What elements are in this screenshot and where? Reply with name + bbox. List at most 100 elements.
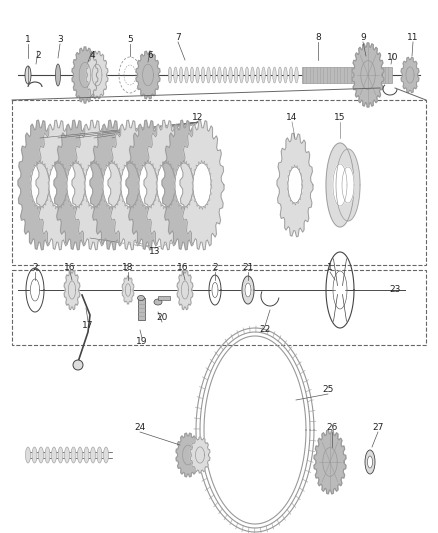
Polygon shape xyxy=(36,120,80,250)
Text: 17: 17 xyxy=(82,320,94,329)
Ellipse shape xyxy=(229,67,232,83)
Ellipse shape xyxy=(212,67,216,83)
Text: 26: 26 xyxy=(326,424,338,432)
Text: 18: 18 xyxy=(122,263,134,272)
Polygon shape xyxy=(49,163,67,207)
Text: 13: 13 xyxy=(149,247,161,256)
Ellipse shape xyxy=(97,447,102,463)
Text: 23: 23 xyxy=(389,286,401,295)
Polygon shape xyxy=(122,276,134,304)
Polygon shape xyxy=(326,143,354,227)
Polygon shape xyxy=(176,433,200,477)
Ellipse shape xyxy=(284,67,287,83)
Polygon shape xyxy=(108,120,152,250)
Ellipse shape xyxy=(218,67,221,83)
Polygon shape xyxy=(54,120,98,250)
Polygon shape xyxy=(162,120,206,250)
Ellipse shape xyxy=(185,67,188,83)
Ellipse shape xyxy=(223,67,227,83)
Text: 4: 4 xyxy=(89,51,95,60)
Text: 16: 16 xyxy=(177,263,189,272)
Polygon shape xyxy=(277,133,313,237)
Text: 24: 24 xyxy=(134,424,145,432)
Polygon shape xyxy=(242,276,254,304)
Polygon shape xyxy=(90,120,134,250)
Text: 10: 10 xyxy=(387,53,399,62)
Polygon shape xyxy=(342,167,354,203)
Text: 12: 12 xyxy=(192,114,204,123)
Ellipse shape xyxy=(251,67,254,83)
Ellipse shape xyxy=(240,67,243,83)
Polygon shape xyxy=(72,120,116,250)
Polygon shape xyxy=(212,282,218,297)
Ellipse shape xyxy=(138,295,145,301)
Ellipse shape xyxy=(58,447,63,463)
Text: 2: 2 xyxy=(35,51,41,60)
Polygon shape xyxy=(175,163,193,207)
Ellipse shape xyxy=(56,64,60,86)
Ellipse shape xyxy=(190,67,194,83)
Polygon shape xyxy=(352,43,384,107)
Text: 25: 25 xyxy=(322,385,334,394)
Ellipse shape xyxy=(39,447,43,463)
Ellipse shape xyxy=(78,447,82,463)
Text: 2: 2 xyxy=(32,263,38,272)
Ellipse shape xyxy=(71,447,76,463)
Ellipse shape xyxy=(367,456,372,468)
Text: 2: 2 xyxy=(212,263,218,272)
Ellipse shape xyxy=(84,447,89,463)
Polygon shape xyxy=(401,57,419,93)
Ellipse shape xyxy=(174,67,177,83)
Ellipse shape xyxy=(103,447,109,463)
Text: 19: 19 xyxy=(136,337,148,346)
Polygon shape xyxy=(136,51,160,99)
Text: 20: 20 xyxy=(156,313,168,322)
Polygon shape xyxy=(157,163,175,207)
Polygon shape xyxy=(193,163,211,207)
Polygon shape xyxy=(144,120,188,250)
Text: 1: 1 xyxy=(25,36,31,44)
Ellipse shape xyxy=(196,67,199,83)
Ellipse shape xyxy=(262,67,265,83)
Ellipse shape xyxy=(25,447,31,463)
Polygon shape xyxy=(121,163,139,207)
Ellipse shape xyxy=(278,67,282,83)
Polygon shape xyxy=(314,430,346,494)
Ellipse shape xyxy=(289,67,293,83)
Text: 1: 1 xyxy=(327,263,333,272)
Ellipse shape xyxy=(234,67,238,83)
Polygon shape xyxy=(85,163,103,207)
Polygon shape xyxy=(333,271,347,309)
FancyBboxPatch shape xyxy=(302,67,392,83)
FancyBboxPatch shape xyxy=(158,296,170,300)
Ellipse shape xyxy=(365,450,375,474)
Ellipse shape xyxy=(201,67,205,83)
Ellipse shape xyxy=(91,447,95,463)
Polygon shape xyxy=(18,120,62,250)
Polygon shape xyxy=(31,163,49,207)
Ellipse shape xyxy=(256,67,260,83)
Ellipse shape xyxy=(52,447,57,463)
Ellipse shape xyxy=(154,299,162,305)
Ellipse shape xyxy=(45,447,50,463)
Text: 22: 22 xyxy=(259,326,271,335)
Polygon shape xyxy=(245,283,251,297)
Circle shape xyxy=(73,360,83,370)
Text: 14: 14 xyxy=(286,114,298,123)
Text: 16: 16 xyxy=(64,263,76,272)
FancyBboxPatch shape xyxy=(138,298,145,320)
Text: 9: 9 xyxy=(360,34,366,43)
Text: 21: 21 xyxy=(242,263,254,272)
Ellipse shape xyxy=(25,66,31,84)
Text: 27: 27 xyxy=(372,424,384,432)
Polygon shape xyxy=(64,270,80,310)
Ellipse shape xyxy=(179,67,183,83)
Ellipse shape xyxy=(295,67,298,83)
Polygon shape xyxy=(86,51,108,99)
Polygon shape xyxy=(72,47,98,103)
Polygon shape xyxy=(67,163,85,207)
Polygon shape xyxy=(126,120,170,250)
Text: 8: 8 xyxy=(315,34,321,43)
Text: 11: 11 xyxy=(407,34,419,43)
Ellipse shape xyxy=(64,447,70,463)
